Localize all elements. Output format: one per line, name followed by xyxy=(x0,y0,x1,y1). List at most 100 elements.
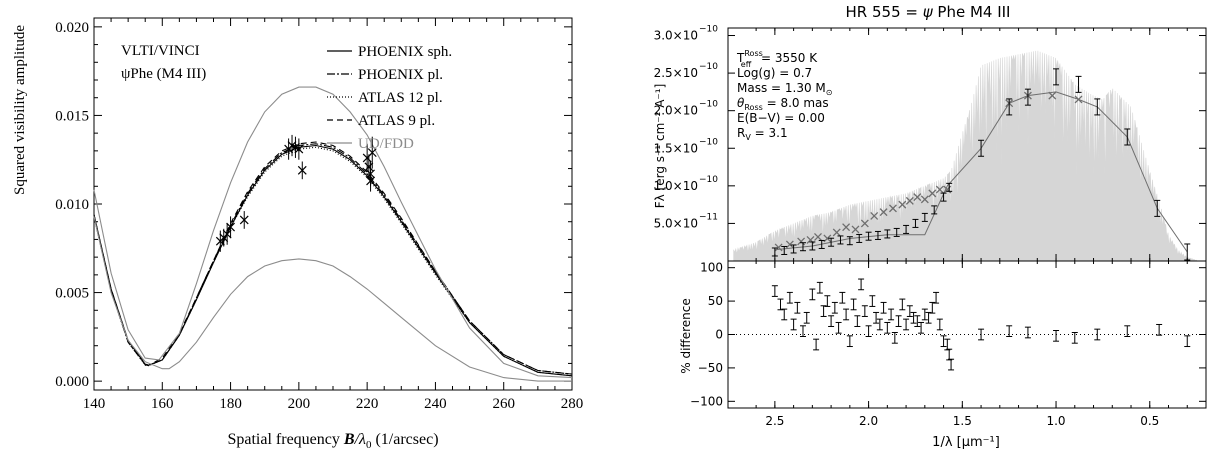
legend-label: ATLAS 9 pl. xyxy=(358,113,435,129)
model-marker xyxy=(888,204,897,213)
observed-flux-errorbars xyxy=(771,68,1191,261)
right-y-tick-label: 3.0×10 xyxy=(654,29,698,43)
param-ebv: E(B−V) = 0.00 xyxy=(737,111,825,125)
model-marker xyxy=(797,237,806,246)
residual-x-tick-label: 1.0 xyxy=(1046,414,1065,428)
param-teff: TRoss eff = 3550 K xyxy=(736,49,818,69)
right-bottom-y-tick-labels: −100 −50 0 50 100 xyxy=(690,261,723,409)
residual-x-tick-label: 2.0 xyxy=(859,414,878,428)
right-y-tick-exponent: −10 xyxy=(699,100,718,110)
model-marker xyxy=(832,228,841,237)
residual-y-tick-label: 100 xyxy=(700,261,723,275)
obs-cross xyxy=(287,141,297,150)
teff-value: = 3550 K xyxy=(757,51,818,65)
left-x-tick-label: 200 xyxy=(288,396,311,412)
residual-y-tick-label: 50 xyxy=(708,294,723,308)
right-y-tick-exponent: −10 xyxy=(699,175,718,185)
left-x-tick-label: 180 xyxy=(219,396,242,412)
theta-sub: Ross xyxy=(744,103,762,112)
model-marker xyxy=(860,219,869,228)
title-rest: Phe M4 III xyxy=(933,3,1011,21)
left-y-tick-label: 0.000 xyxy=(55,374,89,390)
residual-x-tick-label: 2.5 xyxy=(765,414,784,428)
right-bottom-x-tick-labels: 2.5 2.0 1.5 1.0 0.5 xyxy=(765,414,1159,428)
xlabel-b: B xyxy=(343,431,355,448)
obs-cross xyxy=(294,144,304,154)
model-marker xyxy=(879,208,888,217)
model-marker xyxy=(842,223,851,232)
rv-sub: V xyxy=(745,133,751,142)
residual-y-axis-label: % difference xyxy=(679,298,693,373)
right-bottom-axis-ticks xyxy=(728,261,1206,408)
param-mass: Mass = 1.30 M⊙ xyxy=(737,81,832,97)
model-marker xyxy=(920,195,929,204)
obs-cross xyxy=(226,222,235,232)
obs-cross xyxy=(297,165,307,175)
model-marker xyxy=(1048,91,1057,100)
left-y-tick-label: 0.015 xyxy=(55,108,89,124)
annotation-instrument: VLTI/VINCI xyxy=(121,43,200,59)
obs-cross xyxy=(239,215,249,225)
model-marker xyxy=(928,189,937,198)
left-y-tick-label: 0.020 xyxy=(55,20,89,36)
right-y-tick-exponent: −10 xyxy=(699,137,718,147)
model-marker xyxy=(851,225,860,234)
left-series-line xyxy=(93,146,573,377)
mass-sun: ⊙ xyxy=(826,88,833,97)
left-x-tick-label: 140 xyxy=(83,396,106,412)
model-marker xyxy=(935,185,944,194)
title-psi: ψ xyxy=(923,3,934,21)
model-spectrum xyxy=(733,50,1197,262)
right-y-tick-label: 2.5×10 xyxy=(654,66,698,80)
obs-cross xyxy=(291,142,300,152)
obs-cross xyxy=(367,148,377,158)
model-marker xyxy=(785,240,794,249)
left-legend: PHOENIX sph. PHOENIX pl. ATLAS 12 pl. ATLAS… xyxy=(327,44,452,152)
xlabel-slash: / xyxy=(354,431,361,448)
legend-label: PHOENIX sph. xyxy=(358,44,452,60)
right-y-tick-label: 1.0×10 xyxy=(654,179,698,193)
xlabel-sub: 0 xyxy=(366,439,372,451)
sed-chart: HR 555 = ψ Phe M4 III 5.0×10 −111.0×10 −10… xyxy=(653,3,1207,262)
model-marker xyxy=(1074,95,1083,104)
title-text: HR 555 = xyxy=(846,3,923,21)
model-marker xyxy=(870,211,879,220)
model-spectrum-area xyxy=(733,50,1197,262)
left-x-tick-label: 220 xyxy=(356,396,379,412)
annotation-star: ψPhe (M4 III) xyxy=(121,66,206,82)
left-y-tick-label: 0.010 xyxy=(55,197,89,213)
right-top-y-tick-labels: 5.0×10 −111.0×10 −101.5×10 −102.0×10 −102.5×… xyxy=(654,25,719,231)
right-title: HR 555 = ψ Phe M4 III xyxy=(846,3,1011,21)
stellar-parameters: TRoss eff = 3550 K Log(g) = 0.7 Mass = 1.… xyxy=(736,49,832,142)
model-marker xyxy=(905,196,914,205)
obs-cross xyxy=(364,162,374,172)
left-x-tick-label: 160 xyxy=(151,396,174,412)
right-y-tick-label: 2.0×10 xyxy=(654,104,698,118)
legend-label: UD/FDD xyxy=(358,136,414,152)
right-x-axis-label: 1/λ [μm⁻¹] xyxy=(932,435,1000,450)
legend-label: PHOENIX pl. xyxy=(358,67,443,83)
visibility-chart: 140 160 180 200 220 240 260 280 0.000 0.005 0.010… xyxy=(12,17,584,451)
mass-label: Mass = 1.30 M xyxy=(737,81,826,95)
right-y-tick-exponent: −10 xyxy=(699,62,718,72)
right-y-tick-label: 1.5×10 xyxy=(654,141,698,155)
xlabel-units: (1/arcsec) xyxy=(371,431,438,448)
right-bottom-plot-frame xyxy=(727,260,1207,409)
residual-points xyxy=(728,278,1206,371)
left-x-tick-label: 260 xyxy=(492,396,515,412)
left-y-tick-labels: 0.000 0.005 0.010 0.015 0.020 xyxy=(55,20,89,390)
rv-label: R xyxy=(737,126,745,140)
left-series-line xyxy=(93,144,573,377)
teff-label: T xyxy=(736,51,745,65)
residual-chart: −100 −50 0 50 100 2.5 2.0 1.5 1.0 0.5 % differen… xyxy=(679,260,1207,450)
teff-sup: Ross xyxy=(744,49,762,58)
right-y-tick-exponent: −11 xyxy=(699,212,718,222)
model-marker xyxy=(806,235,815,244)
model-marker xyxy=(823,234,832,243)
theta-value: = 8.0 mas xyxy=(763,96,829,110)
xlabel-text: Spatial frequency xyxy=(227,431,343,448)
right-y-tick-exponent: −10 xyxy=(699,25,718,35)
left-x-tick-labels: 140 160 180 200 220 240 260 280 xyxy=(83,396,584,412)
model-marker xyxy=(774,243,783,252)
